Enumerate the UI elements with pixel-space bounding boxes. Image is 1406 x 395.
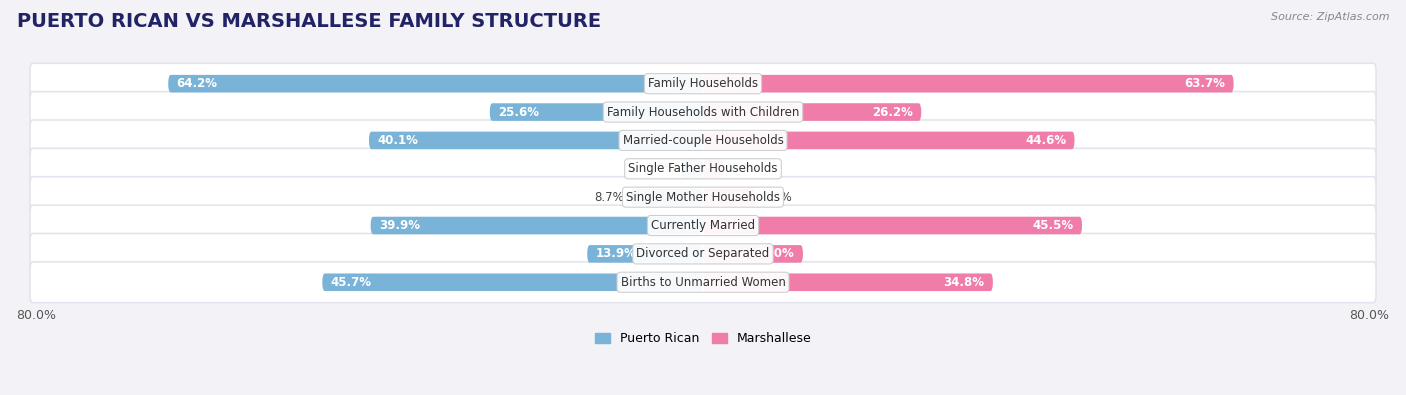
FancyBboxPatch shape [30, 233, 1376, 274]
Text: 45.7%: 45.7% [330, 276, 371, 289]
Text: Births to Unmarried Women: Births to Unmarried Women [620, 276, 786, 289]
Text: Currently Married: Currently Married [651, 219, 755, 232]
Text: 40.1%: 40.1% [377, 134, 418, 147]
FancyBboxPatch shape [30, 205, 1376, 246]
FancyBboxPatch shape [703, 103, 921, 121]
FancyBboxPatch shape [30, 63, 1376, 104]
Text: Single Mother Households: Single Mother Households [626, 191, 780, 204]
Text: 64.2%: 64.2% [177, 77, 218, 90]
Text: PUERTO RICAN VS MARSHALLESE FAMILY STRUCTURE: PUERTO RICAN VS MARSHALLESE FAMILY STRUC… [17, 12, 600, 31]
FancyBboxPatch shape [489, 103, 703, 121]
FancyBboxPatch shape [368, 132, 703, 149]
Text: Family Households: Family Households [648, 77, 758, 90]
FancyBboxPatch shape [703, 160, 723, 178]
FancyBboxPatch shape [371, 217, 703, 234]
FancyBboxPatch shape [30, 92, 1376, 132]
Text: 6.3%: 6.3% [762, 191, 792, 204]
Text: Source: ZipAtlas.com: Source: ZipAtlas.com [1271, 12, 1389, 22]
FancyBboxPatch shape [682, 160, 703, 178]
FancyBboxPatch shape [30, 120, 1376, 161]
Text: 25.6%: 25.6% [498, 105, 538, 118]
FancyBboxPatch shape [30, 177, 1376, 218]
FancyBboxPatch shape [703, 132, 1074, 149]
Text: 45.5%: 45.5% [1032, 219, 1074, 232]
FancyBboxPatch shape [30, 149, 1376, 189]
Text: 44.6%: 44.6% [1025, 134, 1066, 147]
Text: 34.8%: 34.8% [943, 276, 984, 289]
FancyBboxPatch shape [703, 75, 1233, 92]
Text: 2.6%: 2.6% [645, 162, 675, 175]
FancyBboxPatch shape [703, 245, 803, 263]
Text: Married-couple Households: Married-couple Households [623, 134, 783, 147]
FancyBboxPatch shape [30, 262, 1376, 303]
FancyBboxPatch shape [703, 188, 755, 206]
Text: 8.7%: 8.7% [595, 191, 624, 204]
Text: 2.4%: 2.4% [730, 162, 759, 175]
FancyBboxPatch shape [322, 273, 703, 291]
Text: 63.7%: 63.7% [1184, 77, 1225, 90]
FancyBboxPatch shape [703, 273, 993, 291]
Text: 39.9%: 39.9% [380, 219, 420, 232]
Text: Family Households with Children: Family Households with Children [607, 105, 799, 118]
Legend: Puerto Rican, Marshallese: Puerto Rican, Marshallese [589, 327, 817, 350]
Text: 26.2%: 26.2% [872, 105, 912, 118]
Text: 12.0%: 12.0% [754, 247, 794, 260]
Text: 13.9%: 13.9% [596, 247, 637, 260]
FancyBboxPatch shape [588, 245, 703, 263]
Text: Single Father Households: Single Father Households [628, 162, 778, 175]
FancyBboxPatch shape [169, 75, 703, 92]
Text: Divorced or Separated: Divorced or Separated [637, 247, 769, 260]
FancyBboxPatch shape [703, 217, 1083, 234]
FancyBboxPatch shape [630, 188, 703, 206]
